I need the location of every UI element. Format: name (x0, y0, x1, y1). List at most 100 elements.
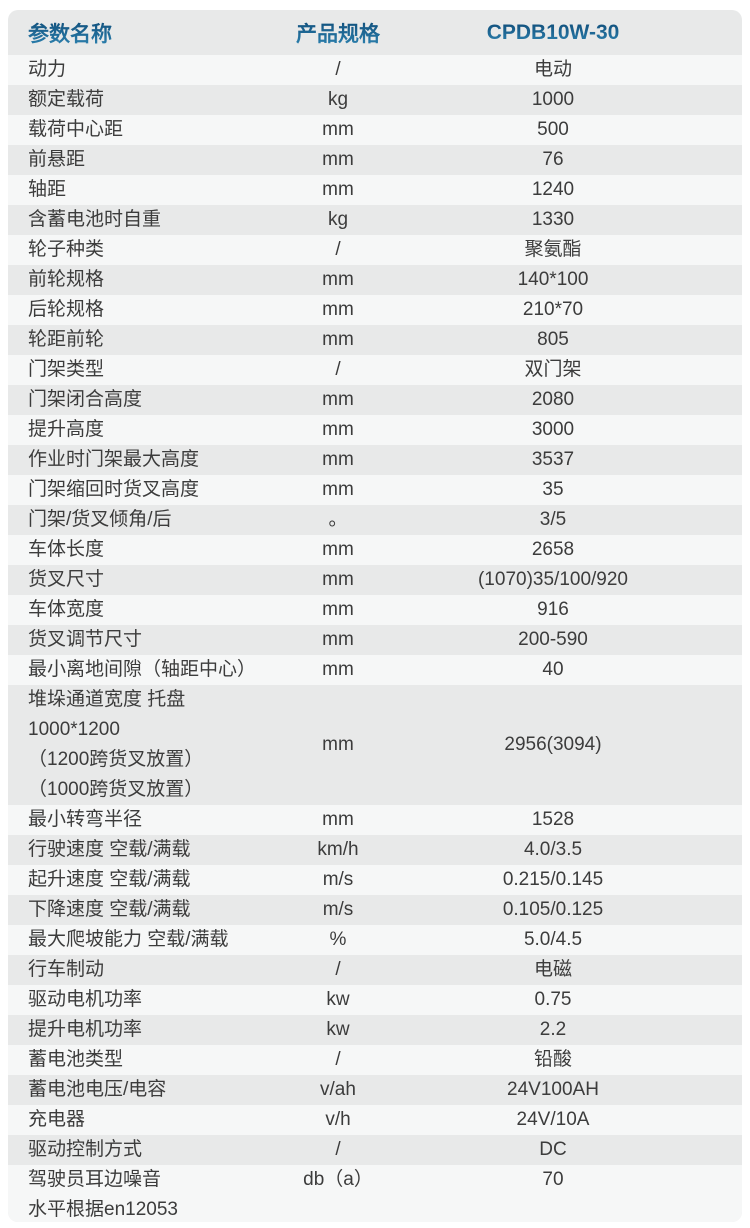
param-name-cell: 车体宽度 (28, 599, 105, 620)
param-name-cell: 含蓄电池时自重 (28, 209, 162, 230)
param-value-cell: 5.0/4.5 (523, 929, 583, 950)
param-value-cell: 40 (542, 659, 564, 680)
param-name-cell: 门架/货叉倾角/后 (28, 509, 172, 530)
param-unit-cell: mm (322, 389, 354, 410)
table-row: 轴距 mm 1240 (8, 175, 742, 205)
param-name-cell: 下降速度 空载/满载 (28, 899, 191, 920)
param-name-cell: 堆垛通道宽度 托盘1000*1200 （1200跨货叉放置） （1000跨货叉放… (28, 689, 204, 800)
param-name-cell: 车体长度 (28, 539, 105, 560)
table-row: 后轮规格 mm 210*70 (8, 295, 742, 325)
param-value-cell: 铅酸 (533, 1049, 572, 1070)
table-row: 门架缩回时货叉高度 mm 35 (8, 475, 742, 505)
table-row: 车体长度 mm 2658 (8, 535, 742, 565)
param-unit-cell: 。 (328, 509, 348, 530)
param-unit-cell: mm (322, 299, 354, 320)
param-unit-cell: mm (322, 659, 354, 680)
table-row: 提升电机功率 kw 2.2 (8, 1015, 742, 1045)
table-row: 货叉尺寸 mm (1070)35/100/920 (8, 565, 742, 595)
table-row: 充电器 v/h 24V/10A (8, 1105, 742, 1135)
param-value-cell: 500 (537, 119, 569, 140)
table-row: 提升高度 mm 3000 (8, 415, 742, 445)
header-model-number: CPDB10W-30 (408, 21, 698, 45)
param-value-cell: 210*70 (522, 299, 584, 320)
table-row: 堆垛通道宽度 托盘1000*1200 （1200跨货叉放置） （1000跨货叉放… (8, 685, 742, 805)
param-value-cell: 24V100AH (507, 1079, 599, 1100)
param-unit-cell: mm (322, 569, 354, 590)
param-unit-cell: kg (327, 209, 349, 230)
param-name-cell: 作业时门架最大高度 (28, 449, 200, 470)
param-value-cell: 电动 (533, 59, 572, 80)
param-value-cell: 76 (542, 149, 564, 170)
param-unit-cell: mm (322, 329, 354, 350)
table-row: 前悬距 mm 76 (8, 145, 742, 175)
param-name-cell: 载荷中心距 (28, 119, 124, 140)
param-name-cell: 充电器 (28, 1109, 86, 1130)
table-row: 轮子种类 / 聚氨酯 (8, 235, 742, 265)
param-name-cell: 最小转弯半径 (28, 809, 143, 830)
table-row: 载荷中心距 mm 500 (8, 115, 742, 145)
param-name-cell: 轮距前轮 (28, 329, 105, 350)
table-row: 驱动控制方式 / DC (8, 1135, 742, 1165)
param-unit-cell: km/h (317, 839, 359, 860)
param-unit-cell: mm (322, 539, 354, 560)
param-value-cell: 24V/10A (516, 1109, 590, 1130)
param-name-cell: 门架类型 (28, 359, 105, 380)
table-row: 起升速度 空载/满载 m/s 0.215/0.145 (8, 865, 742, 895)
table-row: 动力 / 电动 (8, 55, 742, 85)
param-unit-cell: kw (326, 989, 350, 1010)
param-name-cell: 起升速度 空载/满载 (28, 869, 191, 890)
param-name-cell: 货叉尺寸 (28, 569, 105, 590)
table-row: 货叉调节尺寸 mm 200-590 (8, 625, 742, 655)
param-unit-cell: mm (322, 479, 354, 500)
table-row: 下降速度 空载/满载 m/s 0.105/0.125 (8, 895, 742, 925)
table-row: 含蓄电池时自重 kg 1330 (8, 205, 742, 235)
param-name-cell: 额定载荷 (28, 89, 105, 110)
param-value-cell: 2658 (531, 539, 575, 560)
param-unit-cell: mm (322, 449, 354, 470)
param-unit-cell: / (335, 1139, 341, 1160)
param-name-cell: 驱动电机功率 (28, 989, 143, 1010)
param-value-cell: 1000 (531, 89, 575, 110)
param-value-cell: 2.2 (539, 1019, 567, 1040)
param-name-cell: 提升电机功率 (28, 1019, 143, 1040)
table-row: 额定载荷 kg 1000 (8, 85, 742, 115)
param-name-cell: 货叉调节尺寸 (28, 629, 143, 650)
param-unit-cell: / (335, 1049, 341, 1070)
param-value-cell: 电磁 (533, 959, 572, 980)
table-row: 蓄电池类型 / 铅酸 (8, 1045, 742, 1075)
param-value-cell: 1330 (531, 209, 575, 230)
param-name-cell: 提升高度 (28, 419, 105, 440)
param-name-cell: 行驶速度 空载/满载 (28, 839, 191, 860)
param-value-cell: 3000 (531, 419, 575, 440)
header-param-name: 参数名称 (28, 18, 268, 48)
param-unit-cell: / (335, 359, 341, 380)
param-name-cell: 最大爬坡能力 空载/满载 (28, 929, 229, 950)
table-row: 作业时门架最大高度 mm 3537 (8, 445, 742, 475)
param-name-cell: 蓄电池类型 (28, 1049, 124, 1070)
param-name-cell: 前悬距 (28, 149, 86, 170)
param-value-cell: 4.0/3.5 (523, 839, 583, 860)
param-value-cell: 805 (537, 329, 569, 350)
param-name-cell: 门架闭合高度 (28, 389, 143, 410)
param-unit-cell: m/s (322, 869, 354, 890)
param-unit-cell: mm (322, 119, 354, 140)
table-body: 动力 / 电动 额定载荷 kg 1000 载荷中心距 mm 500 前悬距 mm… (8, 55, 742, 1222)
spec-table-card: 参数名称 产品规格 CPDB10W-30 动力 / 电动 额定载荷 kg 100… (8, 10, 742, 1222)
param-value-cell: 0.75 (534, 989, 572, 1010)
param-value-cell: (1070)35/100/920 (477, 569, 628, 590)
param-name-cell: 轴距 (28, 179, 67, 200)
table-row: 前轮规格 mm 140*100 (8, 265, 742, 295)
param-unit-cell: / (335, 59, 341, 80)
param-unit-cell: mm (322, 734, 354, 755)
table-row: 最小离地间隙（轴距中心） mm 40 (8, 655, 742, 685)
table-row: 最小转弯半径 mm 1528 (8, 805, 742, 835)
param-unit-cell: mm (322, 269, 354, 290)
param-name-cell: 后轮规格 (28, 299, 105, 320)
param-value-cell: 35 (542, 479, 564, 500)
table-row: 门架/货叉倾角/后 。 3/5 (8, 505, 742, 535)
param-unit-cell: kg (327, 89, 349, 110)
param-value-cell: 2956(3094) (504, 734, 602, 755)
table-row: 行车制动 / 电磁 (8, 955, 742, 985)
param-value-cell: 200-590 (518, 629, 588, 650)
param-unit-cell: mm (322, 149, 354, 170)
